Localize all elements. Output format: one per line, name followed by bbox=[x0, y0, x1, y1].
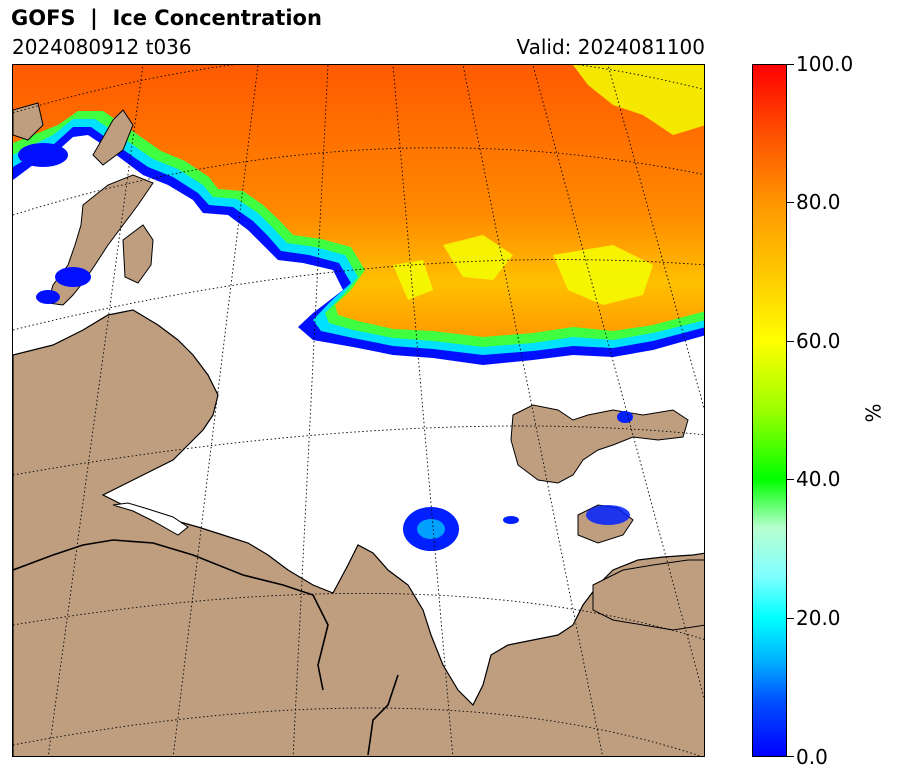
land-severnaya-zemlya bbox=[510, 404, 689, 484]
ice-patch-central-core bbox=[417, 519, 445, 539]
land-island-small bbox=[13, 102, 44, 141]
ice-patch-severnaya bbox=[617, 411, 633, 423]
ice-blob-west-1 bbox=[55, 267, 91, 287]
ice-patch-small bbox=[503, 516, 519, 524]
map-panel bbox=[12, 64, 705, 757]
land-mainland bbox=[13, 309, 704, 756]
graticule bbox=[13, 65, 704, 756]
ice-blob-west-3 bbox=[18, 143, 68, 167]
colorbar-label: 40.0 bbox=[796, 467, 841, 491]
river-yenisei bbox=[367, 674, 399, 756]
colorbar-label: 0.0 bbox=[796, 745, 828, 769]
colorbar-label: 60.0 bbox=[796, 329, 841, 353]
land-vaygach bbox=[122, 224, 154, 284]
forecast-run-label: 2024080912 t036 bbox=[12, 35, 192, 59]
colorbar-tick-20 bbox=[787, 618, 794, 619]
ice-pack-core bbox=[13, 65, 704, 337]
map-title: GOFS | Ice Concentration bbox=[11, 6, 322, 30]
colorbar-label: 80.0 bbox=[796, 190, 841, 214]
land-island-upper bbox=[92, 109, 134, 166]
colorbar-tick-80 bbox=[787, 202, 794, 203]
ice-blob-west-2 bbox=[36, 290, 60, 304]
ice-patch-east bbox=[586, 505, 630, 525]
valid-time-label: Valid: 2024081100 bbox=[516, 35, 705, 59]
land-yamal-inlet bbox=[112, 502, 189, 536]
colorbar bbox=[752, 64, 787, 757]
colorbar-tick-40 bbox=[787, 479, 794, 480]
land-east-peninsula bbox=[592, 559, 704, 631]
colorbar-tick-60 bbox=[787, 341, 794, 342]
colorbar-unit-label: % bbox=[861, 403, 886, 423]
ice-yellow-patches bbox=[393, 65, 704, 305]
river-ob bbox=[13, 539, 329, 691]
colorbar-tick-0 bbox=[787, 756, 794, 757]
colorbar-label: 20.0 bbox=[796, 606, 841, 630]
colorbar-label: 100.0 bbox=[796, 52, 854, 76]
ice-map bbox=[13, 65, 704, 756]
colorbar-tick-100 bbox=[787, 64, 794, 65]
